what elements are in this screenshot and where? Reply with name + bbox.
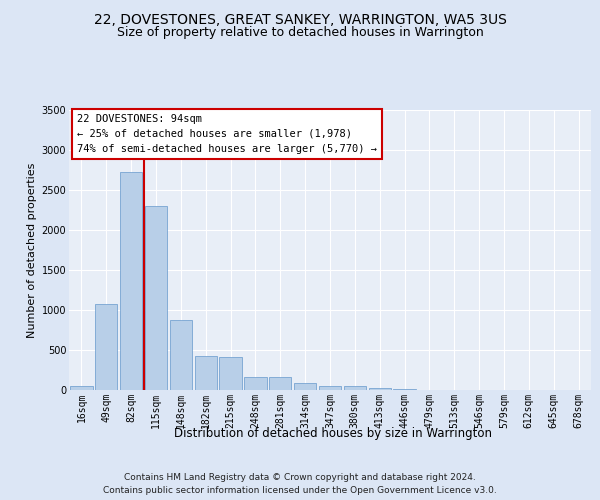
Bar	[194, 356, 217, 390]
Bar	[220, 357, 242, 390]
Bar	[70, 386, 92, 390]
Bar	[319, 386, 341, 390]
Bar	[368, 388, 391, 390]
Bar	[269, 377, 292, 390]
Text: 22 DOVESTONES: 94sqm
← 25% of detached houses are smaller (1,978)
74% of semi-de: 22 DOVESTONES: 94sqm ← 25% of detached h…	[77, 114, 377, 154]
Y-axis label: Number of detached properties: Number of detached properties	[28, 162, 37, 338]
Text: Size of property relative to detached houses in Warrington: Size of property relative to detached ho…	[116, 26, 484, 39]
Bar	[120, 172, 142, 390]
Bar	[294, 383, 316, 390]
Bar	[170, 320, 192, 390]
Bar	[145, 206, 167, 390]
Text: Contains HM Land Registry data © Crown copyright and database right 2024.
Contai: Contains HM Land Registry data © Crown c…	[103, 474, 497, 495]
Text: Distribution of detached houses by size in Warrington: Distribution of detached houses by size …	[174, 428, 492, 440]
Bar	[344, 386, 366, 390]
Text: 22, DOVESTONES, GREAT SANKEY, WARRINGTON, WA5 3US: 22, DOVESTONES, GREAT SANKEY, WARRINGTON…	[94, 12, 506, 26]
Bar	[244, 377, 266, 390]
Bar	[95, 304, 118, 390]
